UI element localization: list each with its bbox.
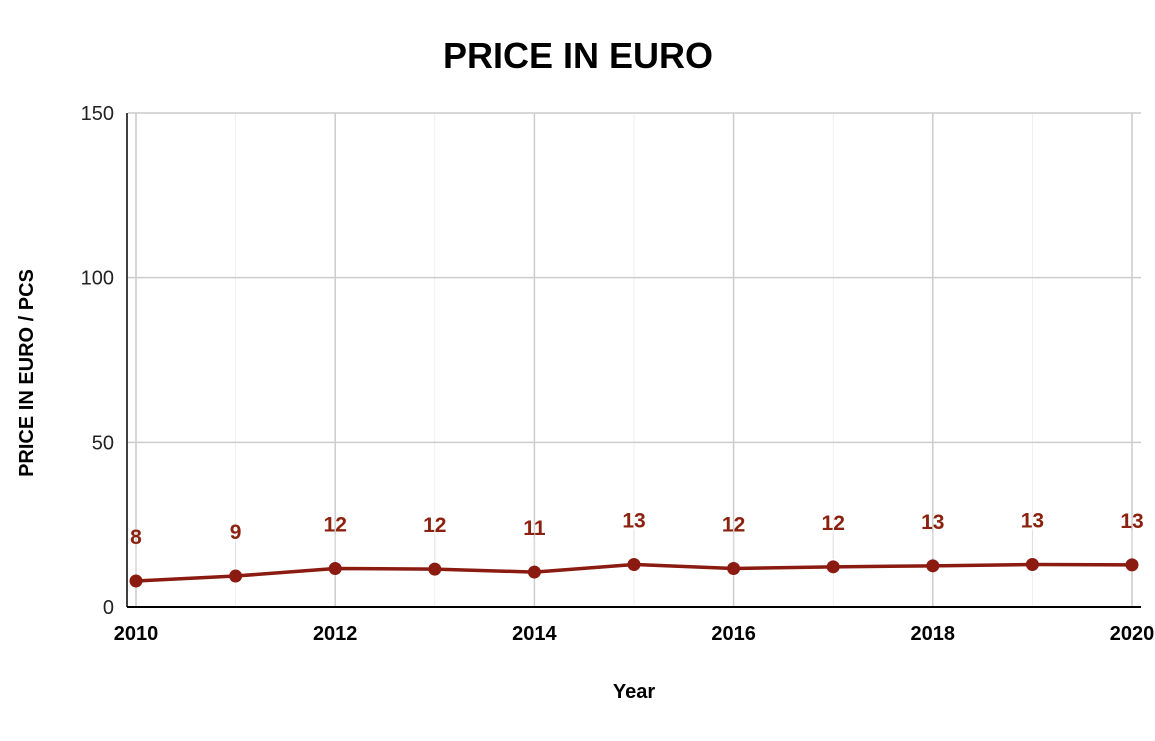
y-tick-label: 50 (92, 432, 114, 454)
data-point (1125, 558, 1139, 572)
data-label: 12 (423, 514, 446, 537)
chart-title: PRICE IN EURO (443, 35, 713, 76)
price-series (129, 558, 1139, 588)
data-label: 13 (1021, 510, 1044, 533)
data-point (428, 562, 442, 576)
y-axis-title: PRICE IN EURO / PCS (16, 269, 38, 477)
y-tick-label: 100 (81, 268, 114, 290)
data-label: 12 (822, 512, 845, 535)
data-label: 13 (622, 510, 645, 533)
y-tick-label: 0 (103, 597, 114, 619)
data-point (926, 559, 940, 573)
data-point (1025, 558, 1039, 572)
data-labels: 8 9 12 12 11 13 12 12 13 13 13 (130, 510, 1144, 573)
data-label: 9 (230, 521, 242, 544)
x-tick-label: 2020 (1110, 623, 1155, 645)
data-label: 13 (1120, 510, 1143, 533)
data-point (727, 561, 741, 575)
x-tick-label: 2014 (512, 623, 557, 645)
data-point (328, 561, 342, 575)
data-label: 12 (722, 513, 745, 536)
data-label: 8 (130, 526, 142, 549)
x-tick-label: 2016 (711, 623, 756, 645)
data-label: 12 (324, 513, 347, 536)
x-tick-label: 2012 (313, 623, 358, 645)
data-point (627, 558, 641, 572)
data-label: 13 (921, 511, 944, 534)
data-label: 11 (523, 517, 546, 540)
x-axis-ticks: 2010 2012 2014 2016 2018 2020 (114, 623, 1155, 645)
data-point (826, 560, 840, 574)
y-tick-label: 150 (81, 103, 114, 125)
x-tick-label: 2018 (911, 623, 956, 645)
data-point (129, 574, 143, 588)
x-axis-title: Year (613, 681, 655, 703)
gridlines (128, 112, 1141, 607)
data-point (229, 569, 243, 583)
y-axis-ticks: 0 50 100 150 (81, 103, 114, 619)
x-tick-label: 2010 (114, 623, 159, 645)
data-point (527, 565, 541, 579)
